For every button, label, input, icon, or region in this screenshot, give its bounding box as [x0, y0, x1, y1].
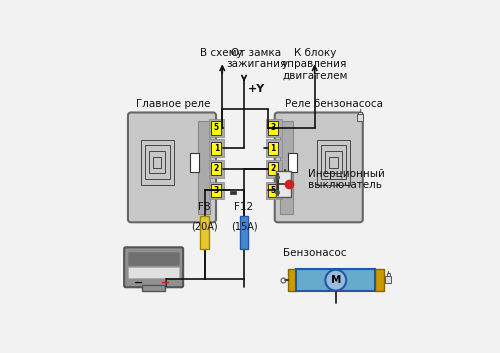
Bar — [153, 157, 162, 168]
Bar — [208, 181, 224, 199]
Bar — [288, 153, 296, 172]
Bar — [386, 276, 392, 283]
Text: 3: 3 — [214, 186, 219, 195]
Text: +Y: +Y — [248, 84, 265, 95]
Bar — [288, 269, 296, 291]
Bar — [208, 119, 224, 137]
Bar — [330, 157, 338, 168]
Bar — [358, 112, 362, 114]
Text: 5: 5 — [270, 186, 276, 195]
Bar — [266, 181, 282, 199]
Text: M: M — [330, 275, 341, 285]
Text: 1: 1 — [214, 144, 219, 153]
Text: От замка
зажигания: От замка зажигания — [226, 48, 286, 70]
FancyBboxPatch shape — [128, 113, 216, 222]
Circle shape — [326, 270, 346, 291]
Text: Реле бензонасоса: Реле бензонасоса — [284, 99, 382, 109]
Text: +: + — [162, 278, 170, 288]
Bar — [266, 139, 282, 157]
Text: F8: F8 — [198, 202, 211, 212]
FancyBboxPatch shape — [124, 247, 183, 287]
Bar — [268, 121, 278, 134]
Bar — [266, 160, 282, 178]
Text: Инерционный
выключатель: Инерционный выключатель — [308, 169, 385, 190]
Bar — [268, 162, 278, 175]
Bar — [198, 121, 210, 214]
Bar — [128, 267, 180, 277]
Text: Главное реле: Главное реле — [136, 99, 210, 109]
Bar — [208, 139, 224, 157]
Bar — [141, 140, 174, 185]
Text: (20A): (20A) — [192, 221, 218, 231]
FancyBboxPatch shape — [274, 113, 363, 222]
Bar — [357, 114, 363, 121]
Bar — [128, 251, 180, 265]
Bar — [321, 145, 345, 179]
Text: Бензонасос: Бензонасос — [283, 249, 346, 258]
Bar — [211, 142, 222, 155]
Text: 3: 3 — [270, 124, 276, 132]
Bar — [142, 285, 165, 291]
Bar — [280, 121, 292, 214]
Bar — [240, 216, 248, 249]
Text: 5: 5 — [214, 124, 219, 132]
Bar — [211, 184, 222, 197]
Text: (15A): (15A) — [230, 221, 258, 231]
Bar — [145, 145, 170, 179]
Text: F12: F12 — [234, 202, 254, 212]
Bar — [230, 191, 236, 194]
Bar — [326, 151, 342, 173]
Bar — [149, 151, 166, 173]
Text: 2: 2 — [214, 164, 219, 173]
Bar — [268, 142, 278, 155]
Bar — [211, 162, 222, 175]
Bar — [200, 216, 209, 249]
Bar — [296, 269, 376, 291]
Bar — [268, 184, 278, 197]
Bar — [190, 153, 199, 172]
Text: К блоку
управления
двигателем: К блоку управления двигателем — [282, 48, 348, 81]
Bar — [276, 172, 291, 197]
Bar — [386, 273, 390, 276]
Bar — [211, 121, 222, 134]
Bar — [266, 119, 282, 137]
Text: 2: 2 — [270, 164, 276, 173]
Text: В схему: В схему — [200, 48, 242, 58]
Text: 1: 1 — [270, 144, 276, 153]
Bar — [376, 269, 384, 291]
Text: −: − — [134, 278, 142, 288]
Bar — [208, 160, 224, 178]
Bar — [317, 140, 350, 185]
